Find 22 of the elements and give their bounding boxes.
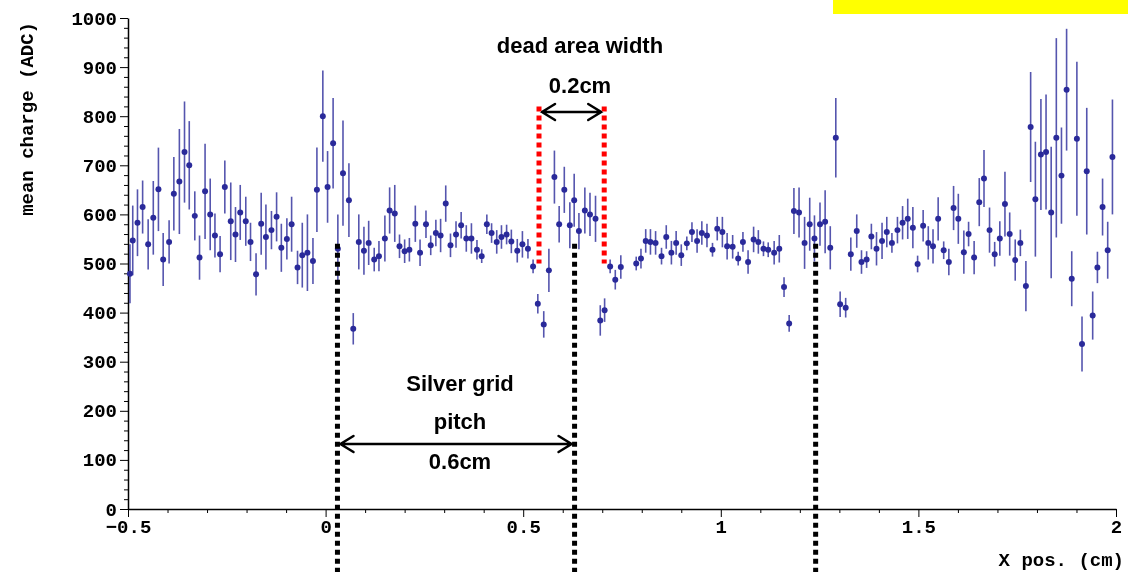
x-axis-title: X pos. (cm) — [998, 550, 1124, 572]
y-tick-label: 500 — [82, 254, 117, 277]
y-axis-title: mean charge (ADC) — [17, 22, 39, 216]
y-tick-label: 800 — [82, 106, 117, 129]
x-tick-label: 1.5 — [901, 517, 937, 540]
y-tick-label: 600 — [82, 204, 117, 227]
y-tick-label: 900 — [82, 57, 117, 80]
x-tick-label: 2 — [1110, 517, 1123, 540]
y-tick-label: 200 — [82, 401, 117, 424]
annotation: 0.6cm — [428, 448, 492, 474]
annotation: Silver grid — [406, 370, 514, 396]
x-tick-label: 1 — [715, 517, 727, 540]
x-tick-label: 0 — [320, 517, 332, 540]
y-tick-label: 300 — [82, 352, 117, 375]
y-tick-label: 1000 — [71, 8, 117, 31]
x-tick-label: 0.5 — [506, 517, 541, 540]
y-tick-label: 700 — [82, 155, 117, 178]
y-tick-label: 100 — [82, 450, 117, 473]
annotation: dead area width — [496, 32, 664, 58]
annotation: 0.2cm — [548, 72, 612, 98]
annotation: pitch — [433, 408, 487, 434]
y-tick-label: 400 — [82, 303, 117, 326]
